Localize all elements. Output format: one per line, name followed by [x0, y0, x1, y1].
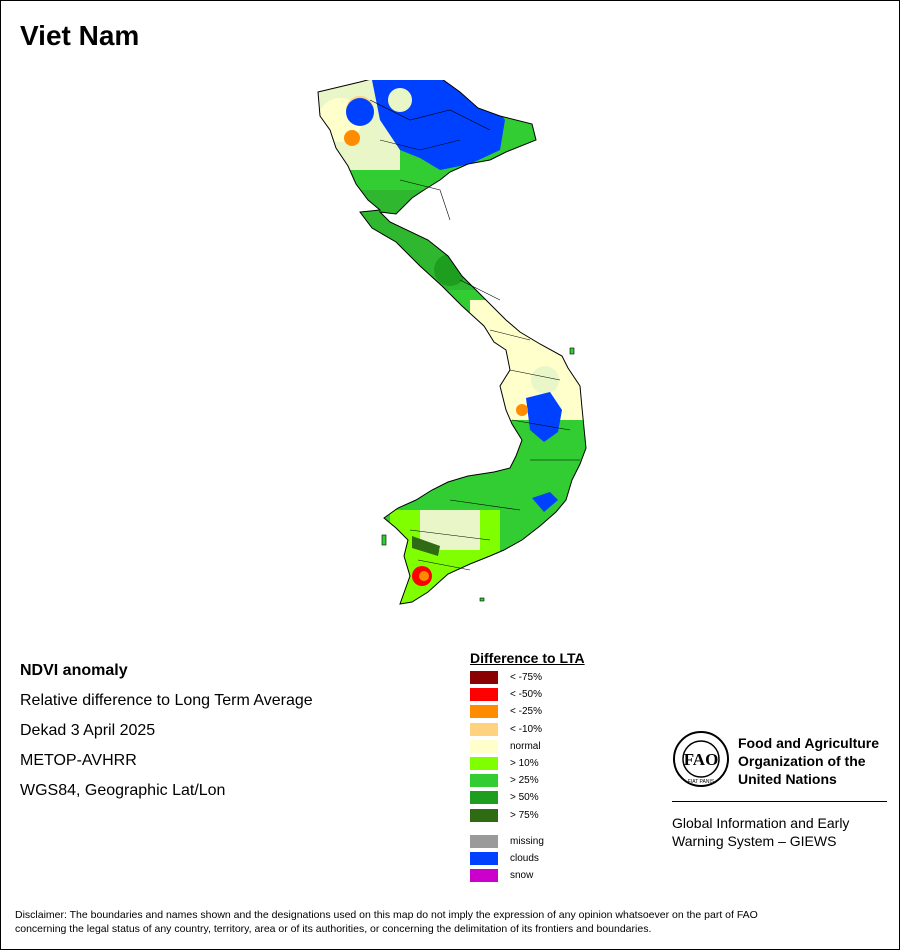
phu-quoc-island: [381, 534, 387, 546]
legend-label: < -50%: [510, 689, 542, 701]
legend-title: Difference to LTA: [470, 650, 585, 666]
legend-label: clouds: [510, 853, 539, 865]
legend-label: > 10%: [510, 758, 539, 769]
fao-org-line-1: Food and Agriculture: [738, 735, 880, 751]
legend-label: < -25%: [510, 706, 542, 718]
legend-swatch: [470, 791, 498, 805]
legend-item: > 50%: [470, 791, 539, 805]
fao-org-name: Food and Agriculture Organization of the…: [738, 734, 888, 788]
legend-label: < -75%: [510, 672, 542, 683]
legend-swatch: [470, 835, 498, 848]
legend-label: missing: [510, 836, 544, 847]
disclaimer: Disclaimer: The boundaries and names sho…: [15, 908, 885, 936]
ndvi-raster: [318, 80, 586, 604]
legend-swatch: [470, 869, 498, 883]
disclaimer-line-2: concerning the legal status of any count…: [15, 923, 652, 935]
legend: Difference to LTA < -75% < -50% < -25% < -1…: [470, 650, 585, 883]
legend-item: clouds: [470, 852, 539, 866]
giews-line-1: Global Information and Early: [672, 815, 850, 831]
legend-label: normal: [510, 740, 541, 752]
legend-swatch: [470, 688, 498, 702]
giews-text: Global Information and Early Warning Sys…: [672, 814, 888, 850]
legend-item: < -25%: [470, 705, 542, 719]
fao-emblem-text: FAO: [684, 750, 719, 769]
legend-swatch: [470, 671, 498, 684]
fao-divider: [672, 801, 887, 802]
info-line-1: Relative difference to Long Term Average: [20, 692, 313, 709]
legend-label: > 25%: [510, 775, 539, 787]
legend-swatch: [470, 852, 498, 866]
legend-item: < -10%: [470, 722, 542, 736]
legend-swatch: [470, 774, 498, 788]
legend-swatch: [470, 705, 498, 719]
legend-item: < -75%: [470, 671, 542, 684]
legend-label: snow: [510, 870, 534, 882]
legend-label: < -10%: [510, 723, 542, 735]
legend-label: > 50%: [510, 792, 539, 804]
legend-swatch: [470, 722, 498, 736]
legend-item: normal: [470, 739, 541, 753]
legend-item: > 10%: [470, 757, 539, 770]
con-dao-island: [479, 597, 485, 602]
province-boundaries: [369, 99, 580, 571]
info-line-3: METOP-AVHRR: [20, 752, 137, 769]
offshore-island: [569, 347, 575, 355]
legend-item: < -50%: [470, 688, 542, 702]
legend-item: > 25%: [470, 774, 539, 788]
info-heading: NDVI anomaly: [20, 662, 128, 679]
fao-emblem-motto: FIAT PANIS: [688, 779, 715, 785]
legend-rows: < -75% < -50% < -25% < -10% normal > 10% > 25%…: [470, 671, 610, 891]
giews-line-2: Warning System – GIEWS: [672, 833, 837, 849]
legend-item: missing: [470, 835, 544, 848]
info-line-2: Dekad 3 April 2025: [20, 722, 156, 739]
disclaimer-line-1: Disclaimer: The boundaries and names sho…: [15, 909, 758, 921]
vietnam-ndvi-map: [317, 80, 587, 605]
map-info: NDVI anomaly Relative difference to Long…: [20, 656, 313, 806]
legend-item: > 75%: [470, 808, 539, 822]
legend-label: > 75%: [510, 809, 539, 821]
legend-swatch: [470, 808, 498, 822]
fao-emblem-icon: FAO FIAT PANIS: [673, 731, 729, 787]
fao-org-line-3: United Nations: [738, 771, 837, 787]
info-line-4: WGS84, Geographic Lat/Lon: [20, 782, 226, 799]
map-title: Viet Nam: [20, 20, 140, 51]
legend-item: snow: [470, 869, 534, 883]
fao-org-line-2: Organization of the: [738, 753, 866, 769]
legend-swatch: [470, 739, 498, 753]
legend-swatch: [470, 757, 498, 770]
